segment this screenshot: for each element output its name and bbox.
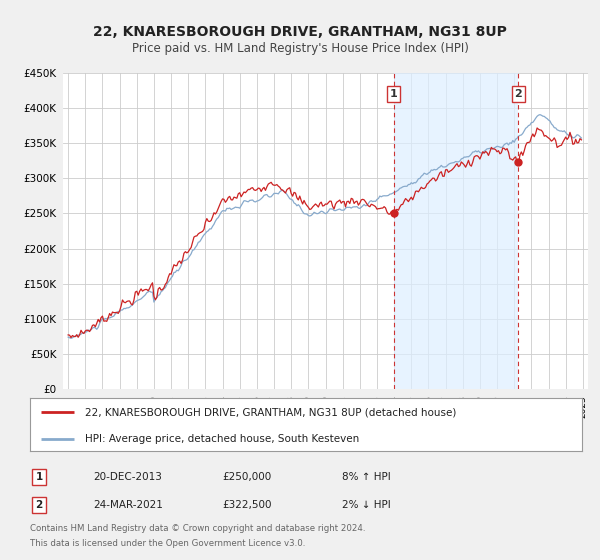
Text: 1: 1	[35, 472, 43, 482]
Text: 8% ↑ HPI: 8% ↑ HPI	[342, 472, 391, 482]
Text: 24-MAR-2021: 24-MAR-2021	[93, 500, 163, 510]
Text: 1: 1	[390, 89, 397, 99]
Text: 2: 2	[514, 89, 522, 99]
Text: Contains HM Land Registry data © Crown copyright and database right 2024.: Contains HM Land Registry data © Crown c…	[30, 524, 365, 533]
Text: 2% ↓ HPI: 2% ↓ HPI	[342, 500, 391, 510]
Bar	[394, 73, 518, 389]
Text: 22, KNARESBOROUGH DRIVE, GRANTHAM, NG31 8UP (detached house): 22, KNARESBOROUGH DRIVE, GRANTHAM, NG31 …	[85, 408, 457, 418]
Text: £322,500: £322,500	[222, 500, 271, 510]
Text: HPI: Average price, detached house, South Kesteven: HPI: Average price, detached house, Sout…	[85, 434, 359, 444]
Text: 2: 2	[35, 500, 43, 510]
Text: 20-DEC-2013: 20-DEC-2013	[93, 472, 162, 482]
Text: 22, KNARESBOROUGH DRIVE, GRANTHAM, NG31 8UP: 22, KNARESBOROUGH DRIVE, GRANTHAM, NG31 …	[93, 25, 507, 39]
Text: Price paid vs. HM Land Registry's House Price Index (HPI): Price paid vs. HM Land Registry's House …	[131, 42, 469, 55]
Text: £250,000: £250,000	[222, 472, 271, 482]
Text: This data is licensed under the Open Government Licence v3.0.: This data is licensed under the Open Gov…	[30, 539, 305, 548]
